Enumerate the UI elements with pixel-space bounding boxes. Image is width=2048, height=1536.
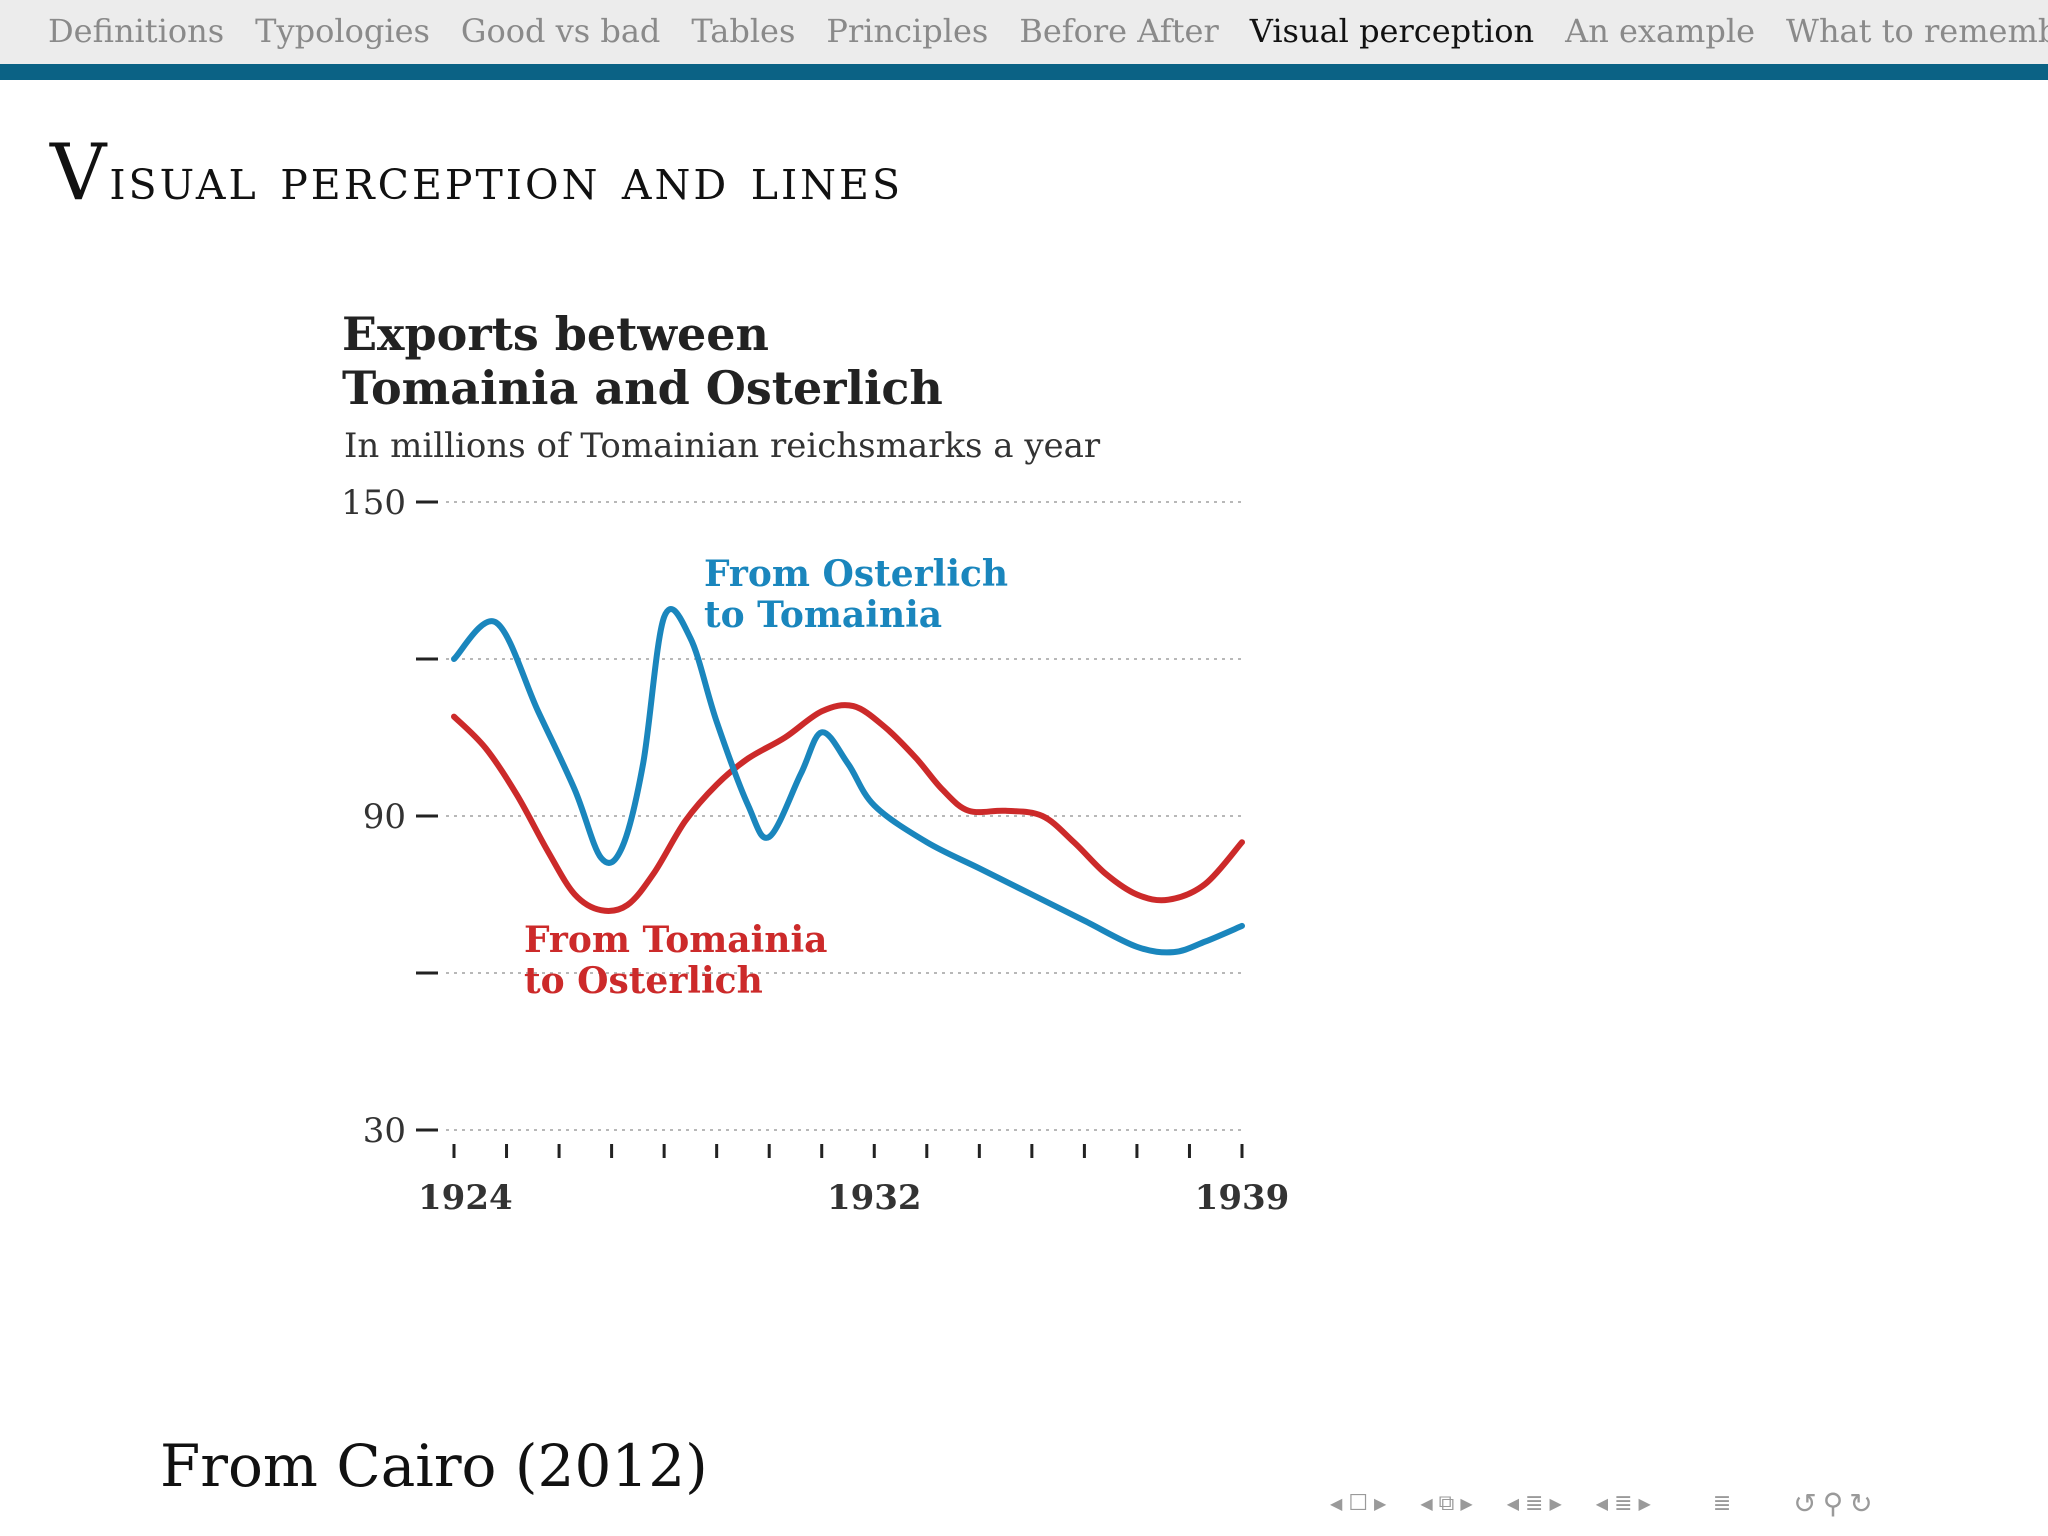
x-tick-label-1932: 1932 <box>827 1178 922 1218</box>
section-forward-icon[interactable]: ▶ <box>1638 1494 1651 1513</box>
y-tick-label-150: 150 <box>341 483 406 523</box>
nav-section-5[interactable]: Before After <box>1019 12 1219 50</box>
search-icon[interactable]: ⚲ <box>1822 1487 1844 1520</box>
nav-section-8[interactable]: What to remember <box>1786 12 2048 50</box>
section-navigation-bar: Definitions Typologies Good vs bad Tables Pr… <box>0 0 2048 64</box>
figure-source-caption: From Cairo (2012) <box>160 1432 708 1500</box>
x-tick-label-1939: 1939 <box>1195 1178 1290 1218</box>
subsection-forward-icon[interactable]: ▶ <box>1549 1494 1562 1513</box>
slide-back-icon[interactable]: ◀ <box>1330 1494 1343 1513</box>
nav-section-6[interactable]: Visual perception <box>1249 12 1535 50</box>
frame-title-initial: V <box>50 128 110 218</box>
back-icon[interactable]: ↺ <box>1793 1487 1817 1520</box>
frame-title: Visual perception and lines <box>50 128 903 218</box>
nav-section-7[interactable]: An example <box>1565 12 1756 50</box>
nav-section-1[interactable]: Typologies <box>255 12 430 50</box>
navigation-symbols: ◀ ☐ ▶ ◀ ⧉ ▶ ◀ ≣ ▶ ◀ ≣ ▶ ≣ ↺ ⚲ ↻ <box>1330 1484 1873 1524</box>
y-tick-label-90: 90 <box>363 797 406 837</box>
frame-forward-icon[interactable]: ▶ <box>1460 1494 1473 1513</box>
series-label-1-line-1: to Osterlich <box>524 960 763 1002</box>
frame-icon: ⧉ <box>1438 1491 1455 1516</box>
series-line-tomainia-to-osterlich <box>451 702 1245 914</box>
forward-icon[interactable]: ↻ <box>1849 1487 1873 1520</box>
x-tick-label-1924: 1924 <box>418 1178 513 1218</box>
series-label-0-line-1: to Tomainia <box>704 594 942 636</box>
chart-figure: Exports between Tomainia and Osterlich In … <box>330 300 1330 1220</box>
subsection-back-icon[interactable]: ◀ <box>1506 1494 1520 1513</box>
series-label-1-line-0: From Tomainia <box>524 919 827 961</box>
nav-section-0[interactable]: Definitions <box>48 12 225 50</box>
series-label-0-line-0: From Osterlich <box>704 553 1008 595</box>
section-icon: ≣ <box>1614 1491 1633 1516</box>
nav-section-4[interactable]: Principles <box>826 12 989 50</box>
document-icon[interactable]: ≣ <box>1712 1491 1732 1516</box>
header-accent-rule <box>0 64 2048 80</box>
chart-subtitle: In millions of Tomainian reichsmarks a y… <box>344 426 1101 466</box>
series-line-osterlich-to-tomainia <box>451 606 1245 956</box>
frame-back-icon[interactable]: ◀ <box>1420 1494 1433 1513</box>
section-back-icon[interactable]: ◀ <box>1595 1494 1609 1513</box>
slide-forward-icon[interactable]: ▶ <box>1374 1494 1387 1513</box>
subsection-icon: ≣ <box>1525 1491 1544 1516</box>
chart-title-line-0: Exports between <box>342 307 769 361</box>
frame-title-rest: isual perception and lines <box>109 145 904 213</box>
nav-section-2[interactable]: Good vs bad <box>460 12 661 50</box>
y-tick-label-30: 30 <box>363 1111 406 1151</box>
chart-title-line-1: Tomainia and Osterlich <box>342 361 943 415</box>
section-list: Definitions Typologies Good vs bad Tables Pr… <box>48 6 2048 56</box>
nav-section-3[interactable]: Tables <box>691 12 796 50</box>
slide-icon: ☐ <box>1348 1491 1369 1516</box>
